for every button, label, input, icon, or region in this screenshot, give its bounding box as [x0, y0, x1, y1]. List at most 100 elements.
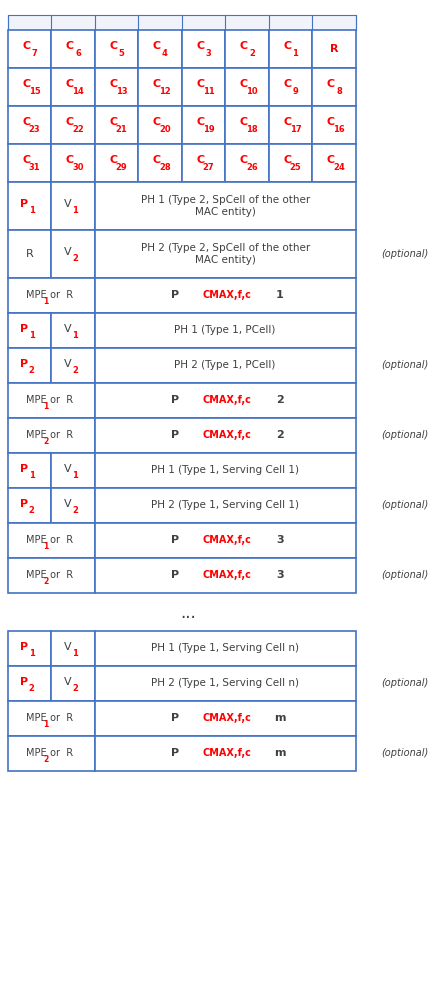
Text: 3: 3: [276, 570, 283, 581]
Bar: [225, 144, 269, 182]
Text: V: V: [64, 247, 72, 257]
Text: V: V: [64, 359, 72, 369]
Bar: [225, 106, 269, 144]
Text: C: C: [22, 155, 30, 165]
Text: R: R: [26, 249, 33, 259]
Bar: [51, 313, 95, 348]
Text: PH 1 (Type 1, Serving Cell 1): PH 1 (Type 1, Serving Cell 1): [151, 466, 299, 476]
Text: V: V: [64, 498, 72, 508]
Bar: [95, 701, 356, 736]
Bar: [51, 488, 95, 523]
Text: P: P: [171, 291, 179, 301]
Bar: [51, 68, 95, 106]
Text: 1: 1: [29, 206, 34, 215]
Bar: [8, 106, 51, 144]
Text: C: C: [65, 41, 74, 51]
Text: 4: 4: [162, 49, 168, 58]
Text: C: C: [239, 41, 248, 51]
Text: PH 2 (Type 1, Serving Cell 1): PH 2 (Type 1, Serving Cell 1): [151, 500, 299, 510]
Bar: [8, 144, 51, 182]
Text: C: C: [283, 117, 291, 127]
Bar: [95, 144, 138, 182]
Bar: [182, 30, 225, 68]
Bar: [8, 453, 51, 488]
Text: P: P: [171, 536, 179, 546]
Text: 1: 1: [72, 649, 78, 658]
Text: 1: 1: [29, 471, 34, 480]
Bar: [95, 230, 356, 278]
Text: 10: 10: [246, 87, 258, 96]
Text: 1: 1: [43, 402, 48, 411]
Text: 1: 1: [29, 649, 34, 658]
Bar: [95, 30, 138, 68]
Text: CMAX,f,c: CMAX,f,c: [203, 431, 252, 440]
Text: C: C: [196, 79, 204, 89]
Bar: [312, 68, 356, 106]
Text: PH 2 (Type 1, PCell): PH 2 (Type 1, PCell): [174, 361, 276, 371]
Text: C: C: [22, 117, 30, 127]
Text: 3: 3: [276, 536, 283, 546]
Bar: [51, 348, 95, 383]
Bar: [51, 453, 95, 488]
Text: 2: 2: [43, 436, 48, 446]
Bar: [95, 68, 138, 106]
Bar: [95, 106, 138, 144]
Bar: [269, 68, 312, 106]
Text: C: C: [327, 117, 335, 127]
Text: C: C: [109, 79, 117, 89]
Text: or  R: or R: [47, 535, 73, 545]
Text: C: C: [283, 41, 291, 51]
Text: R: R: [330, 44, 338, 54]
Bar: [95, 383, 356, 418]
Bar: [8, 558, 95, 593]
Bar: [8, 230, 51, 278]
Text: 5: 5: [119, 49, 124, 58]
Bar: [8, 523, 95, 558]
Text: C: C: [109, 41, 117, 51]
Text: P: P: [171, 431, 179, 440]
Bar: [138, 68, 182, 106]
Text: 24: 24: [333, 163, 345, 172]
Text: 14: 14: [72, 87, 84, 96]
Text: 1: 1: [43, 542, 48, 550]
Text: 2: 2: [249, 49, 255, 58]
Text: C: C: [153, 41, 160, 51]
Bar: [95, 182, 356, 230]
Bar: [95, 278, 356, 313]
Text: V: V: [64, 464, 72, 474]
Text: (optional): (optional): [382, 431, 429, 440]
Bar: [138, 106, 182, 144]
Bar: [312, 106, 356, 144]
Text: P: P: [171, 395, 179, 406]
Text: 3: 3: [206, 49, 211, 58]
Bar: [8, 313, 51, 348]
Text: MPE: MPE: [26, 747, 47, 758]
Text: C: C: [196, 117, 204, 127]
Text: or  R: or R: [47, 713, 73, 723]
Text: (optional): (optional): [382, 748, 429, 759]
Bar: [95, 558, 356, 593]
Bar: [182, 106, 225, 144]
Text: 2: 2: [29, 506, 34, 515]
Bar: [138, 144, 182, 182]
Bar: [225, 30, 269, 68]
Text: CMAX,f,c: CMAX,f,c: [203, 748, 252, 759]
Text: C: C: [239, 117, 248, 127]
Text: 2: 2: [276, 395, 283, 406]
Text: C: C: [196, 41, 204, 51]
Text: CMAX,f,c: CMAX,f,c: [203, 536, 252, 546]
Text: C: C: [327, 79, 335, 89]
Text: CMAX,f,c: CMAX,f,c: [203, 714, 252, 723]
Text: MPE: MPE: [26, 394, 47, 405]
Text: CMAX,f,c: CMAX,f,c: [203, 395, 252, 406]
Text: CMAX,f,c: CMAX,f,c: [203, 570, 252, 581]
Text: C: C: [109, 155, 117, 165]
Bar: [51, 230, 95, 278]
Text: MPE: MPE: [26, 430, 47, 439]
Text: P: P: [20, 464, 28, 474]
Bar: [8, 68, 51, 106]
Bar: [8, 488, 51, 523]
Text: P: P: [20, 323, 28, 333]
Text: C: C: [65, 155, 74, 165]
Text: 2: 2: [72, 684, 78, 693]
